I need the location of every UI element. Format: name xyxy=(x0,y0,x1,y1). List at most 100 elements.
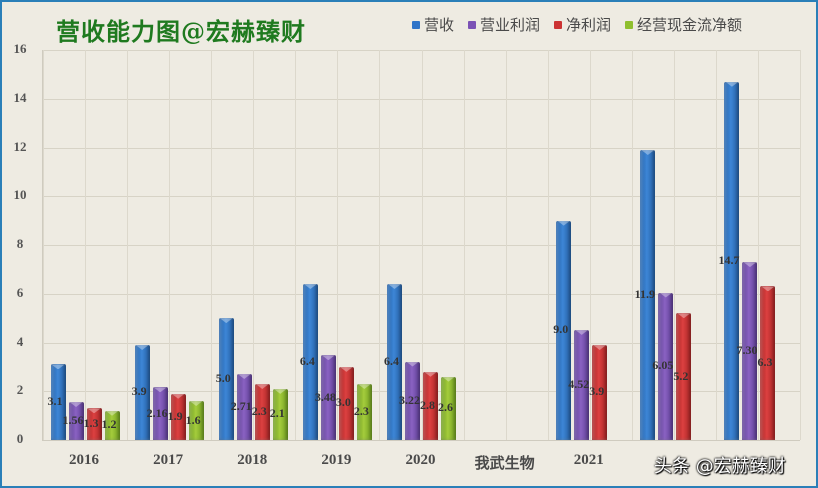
data-label: 2.71 xyxy=(230,398,252,413)
data-label: 2.3 xyxy=(353,403,369,418)
vertical-gridline xyxy=(43,50,44,440)
vertical-gridline xyxy=(127,50,129,440)
bar xyxy=(236,373,252,440)
data-label: 1.9 xyxy=(167,408,183,423)
bar xyxy=(724,81,740,440)
data-label: 3.22 xyxy=(399,392,420,407)
bar xyxy=(170,393,186,440)
vertical-gridline xyxy=(379,50,381,440)
data-label: 6.4 xyxy=(384,354,399,368)
bar xyxy=(320,355,336,440)
x-tick-label: 2017 xyxy=(153,452,184,468)
vertical-gridline xyxy=(169,50,171,440)
vertical-gridline xyxy=(463,50,465,440)
bar xyxy=(302,284,318,440)
data-label: 2.3 xyxy=(251,403,267,418)
vertical-gridline xyxy=(337,50,339,440)
bar xyxy=(441,376,456,440)
x-tick-label: 我武生物 xyxy=(474,456,535,472)
vertical-gridline xyxy=(211,50,213,440)
x-tick-label: 2018 xyxy=(237,452,268,468)
chart-legend: 营收 营业利润 净利润 经营现金流净额 xyxy=(412,14,742,35)
chart-title: 营收能力图@宏赫臻财 xyxy=(56,17,306,46)
data-label: 6.4 xyxy=(299,354,315,368)
bar xyxy=(68,401,84,440)
bar xyxy=(423,371,438,440)
vertical-gridline xyxy=(715,50,717,440)
bar xyxy=(760,286,776,440)
y-tick-label: 16 xyxy=(13,41,27,56)
data-label: 4.52 xyxy=(568,376,590,391)
data-label: 14.7 xyxy=(718,252,740,267)
legend-label: 净利润 xyxy=(566,16,612,34)
data-label: 6.05 xyxy=(652,358,674,373)
data-label: 3.0 xyxy=(335,395,351,410)
legend-item-revenue: 营收 xyxy=(412,14,454,35)
bar xyxy=(272,388,288,440)
bar xyxy=(356,383,372,440)
vertical-gridline xyxy=(505,50,507,440)
vertical-gridline xyxy=(800,50,801,440)
data-label: 1.56 xyxy=(62,412,84,427)
data-label: 1.6 xyxy=(185,412,201,427)
y-tick-label: 6 xyxy=(16,284,24,300)
bar xyxy=(188,401,204,440)
bar xyxy=(387,284,402,440)
watermark: 头条 @宏赫臻财 xyxy=(654,456,786,477)
data-label: 7.30 xyxy=(736,343,758,358)
bar xyxy=(742,262,758,440)
bar xyxy=(676,313,692,440)
y-tick-label: 2 xyxy=(16,382,24,398)
y-tick-label: 10 xyxy=(13,187,27,203)
legend-swatch-icon xyxy=(554,20,563,29)
bar xyxy=(104,410,120,440)
vertical-gridline xyxy=(253,50,255,440)
y-tick-label: 0 xyxy=(16,431,24,446)
vertical-gridline xyxy=(589,50,591,440)
bar xyxy=(218,318,234,440)
bar xyxy=(658,292,674,440)
y-tick-label: 4 xyxy=(16,333,24,349)
legend-item-net-profit: 净利润 xyxy=(554,14,611,35)
data-label: 5.2 xyxy=(673,368,689,383)
vertical-gridline xyxy=(547,50,549,440)
vertical-gridline xyxy=(85,50,87,440)
legend-item-operating-cashflow: 经营现金流净额 xyxy=(625,14,742,35)
data-label: 3.1 xyxy=(47,394,63,409)
bar xyxy=(405,361,420,440)
x-tick-label: 2016 xyxy=(69,452,100,468)
data-label: 6.3 xyxy=(757,355,773,370)
y-tick-label: 12 xyxy=(13,138,27,154)
legend-item-operating-profit: 营业利润 xyxy=(468,14,540,35)
data-label: 2.8 xyxy=(420,397,435,412)
legend-swatch-icon xyxy=(625,20,634,29)
data-label: 5.0 xyxy=(215,371,231,386)
bar xyxy=(592,344,608,440)
data-label: 9.0 xyxy=(553,322,569,337)
bar xyxy=(338,366,354,440)
data-label: 2.16 xyxy=(146,405,168,420)
vertical-gridline xyxy=(295,50,297,440)
y-tick-label: 14 xyxy=(13,89,27,105)
data-label: 1.3 xyxy=(83,416,99,431)
vertical-gridline xyxy=(421,50,423,440)
vertical-gridline xyxy=(757,50,759,440)
x-tick-label: 2019 xyxy=(321,452,352,468)
legend-label: 经营现金流净额 xyxy=(637,16,743,34)
data-label: 2.6 xyxy=(438,400,453,415)
bar xyxy=(50,364,66,440)
data-label: 2.1 xyxy=(269,406,285,421)
vertical-gridline xyxy=(673,50,675,440)
legend-label: 营业利润 xyxy=(480,16,541,34)
plot-area: 3.1 1.56 1.3 1.2 3.9 2.16 1.9 1.6 5.0 2.71 2.3 2.1 6… xyxy=(42,50,801,441)
data-label: 3.48 xyxy=(314,389,336,404)
vertical-gridline xyxy=(631,50,633,440)
x-tick-label: 2021 xyxy=(573,452,604,468)
data-label: 1.2 xyxy=(101,417,117,432)
y-tick-label: 8 xyxy=(16,236,24,251)
legend-label: 营收 xyxy=(424,16,455,34)
bar xyxy=(556,220,572,440)
x-tick-label: 2020 xyxy=(405,452,436,468)
bar xyxy=(134,344,150,440)
